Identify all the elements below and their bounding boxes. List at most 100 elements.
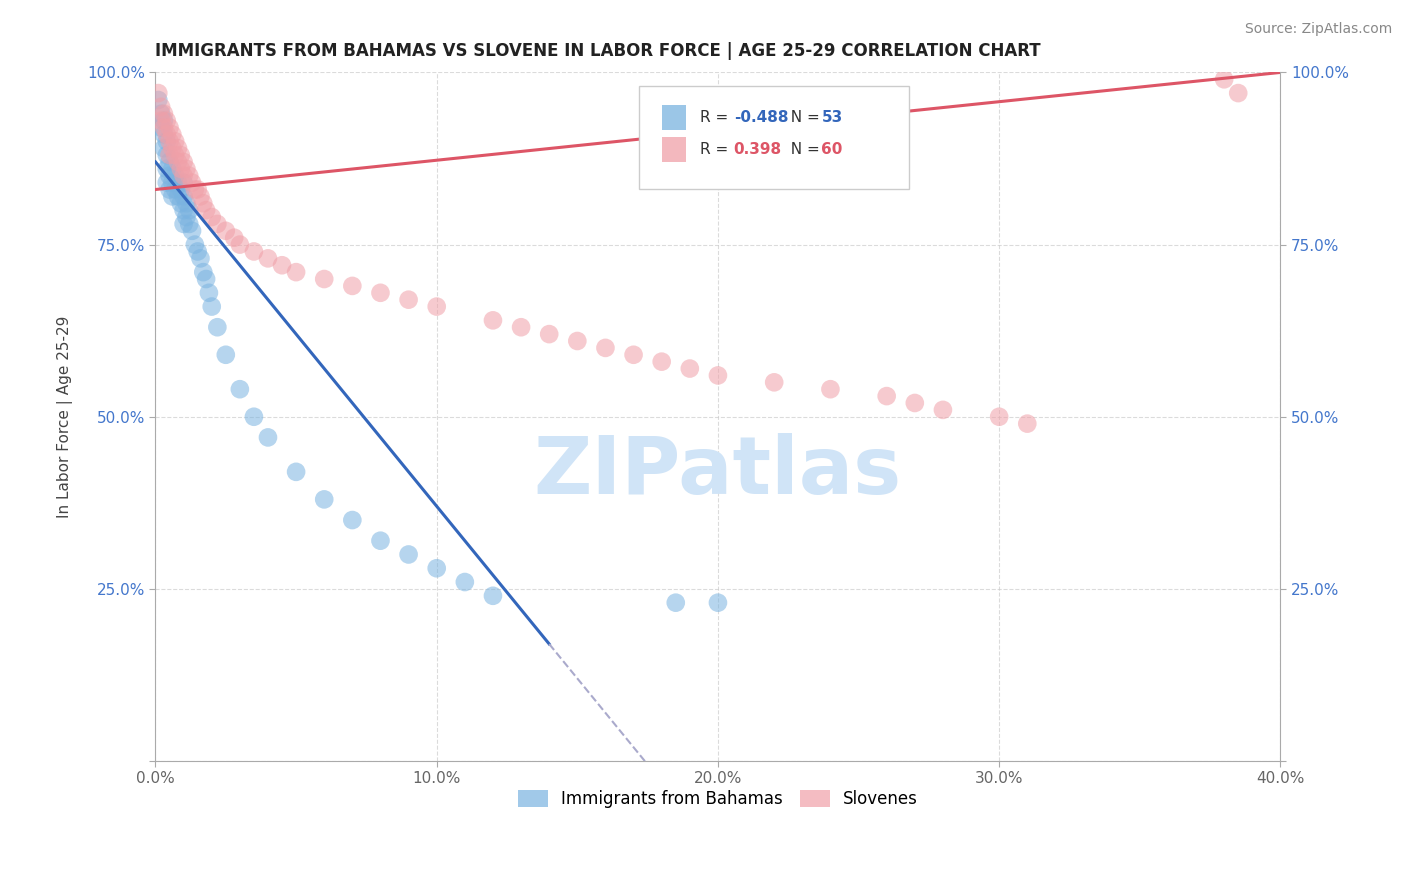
Point — [162, 161, 184, 176]
Point — [187, 182, 209, 196]
Point — [763, 376, 786, 390]
Point — [176, 210, 198, 224]
Point — [190, 189, 212, 203]
Point — [215, 348, 238, 362]
Point — [165, 182, 187, 196]
Point — [179, 203, 201, 218]
Point — [179, 217, 201, 231]
Point — [454, 574, 477, 589]
Point — [156, 113, 179, 128]
Point — [651, 354, 673, 368]
Point — [170, 148, 193, 162]
Point — [173, 176, 195, 190]
Point — [195, 272, 218, 286]
Point — [271, 258, 294, 272]
Point — [156, 161, 179, 176]
Point — [184, 182, 207, 196]
Point — [150, 107, 173, 121]
Point — [207, 320, 229, 334]
Text: ZIPatlas: ZIPatlas — [534, 433, 903, 511]
Point — [314, 272, 336, 286]
Point — [170, 161, 193, 176]
Legend: Immigrants from Bahamas, Slovenes: Immigrants from Bahamas, Slovenes — [512, 783, 925, 814]
Point — [162, 141, 184, 155]
Point — [243, 244, 266, 259]
Point — [179, 169, 201, 183]
Point — [1213, 72, 1236, 87]
Point — [148, 93, 170, 107]
Point — [820, 382, 842, 396]
Point — [370, 285, 392, 300]
Point — [156, 134, 179, 148]
Point — [215, 224, 238, 238]
Point — [187, 244, 209, 259]
Point — [162, 189, 184, 203]
Point — [165, 169, 187, 183]
Text: 53: 53 — [821, 110, 842, 125]
Point — [538, 327, 561, 342]
Point — [165, 148, 187, 162]
Point — [398, 293, 420, 307]
Point — [167, 176, 190, 190]
Point — [1017, 417, 1039, 431]
Point — [173, 189, 195, 203]
Point — [167, 141, 190, 155]
Point — [904, 396, 927, 410]
Point — [623, 348, 645, 362]
Point — [159, 148, 181, 162]
Bar — [662, 137, 686, 162]
Point — [243, 409, 266, 424]
Point — [665, 596, 688, 610]
Point — [876, 389, 898, 403]
Point — [229, 237, 252, 252]
Point — [167, 189, 190, 203]
Point — [426, 300, 449, 314]
Point — [426, 561, 449, 575]
Point — [370, 533, 392, 548]
Text: IMMIGRANTS FROM BAHAMAS VS SLOVENE IN LABOR FORCE | AGE 25-29 CORRELATION CHART: IMMIGRANTS FROM BAHAMAS VS SLOVENE IN LA… — [156, 42, 1040, 60]
Point — [932, 402, 955, 417]
Point — [159, 120, 181, 135]
Point — [1227, 86, 1250, 100]
Point — [679, 361, 702, 376]
Point — [181, 224, 204, 238]
Point — [153, 128, 176, 142]
Point — [201, 300, 224, 314]
Point — [207, 217, 229, 231]
Text: R =: R = — [700, 110, 733, 125]
Point — [173, 169, 195, 183]
Point — [173, 203, 195, 218]
Y-axis label: In Labor Force | Age 25-29: In Labor Force | Age 25-29 — [58, 316, 73, 518]
Point — [153, 113, 176, 128]
Text: 60: 60 — [821, 142, 842, 157]
Point — [153, 141, 176, 155]
Point — [193, 265, 215, 279]
Point — [176, 161, 198, 176]
Point — [190, 252, 212, 266]
Point — [184, 237, 207, 252]
Point — [201, 210, 224, 224]
Point — [193, 196, 215, 211]
Text: N =: N = — [780, 142, 824, 157]
Point — [342, 513, 364, 527]
Point — [162, 128, 184, 142]
Point — [170, 196, 193, 211]
Bar — [662, 104, 686, 129]
Point — [148, 86, 170, 100]
Point — [342, 279, 364, 293]
Point — [167, 155, 190, 169]
Point — [150, 113, 173, 128]
Point — [595, 341, 617, 355]
Point — [153, 120, 176, 135]
Point — [173, 155, 195, 169]
Point — [150, 100, 173, 114]
Point — [285, 265, 308, 279]
Point — [285, 465, 308, 479]
Point — [988, 409, 1011, 424]
Point — [159, 169, 181, 183]
Point — [707, 596, 730, 610]
Point — [567, 334, 589, 348]
Point — [398, 548, 420, 562]
Point — [159, 134, 181, 148]
Text: 0.398: 0.398 — [734, 142, 782, 157]
